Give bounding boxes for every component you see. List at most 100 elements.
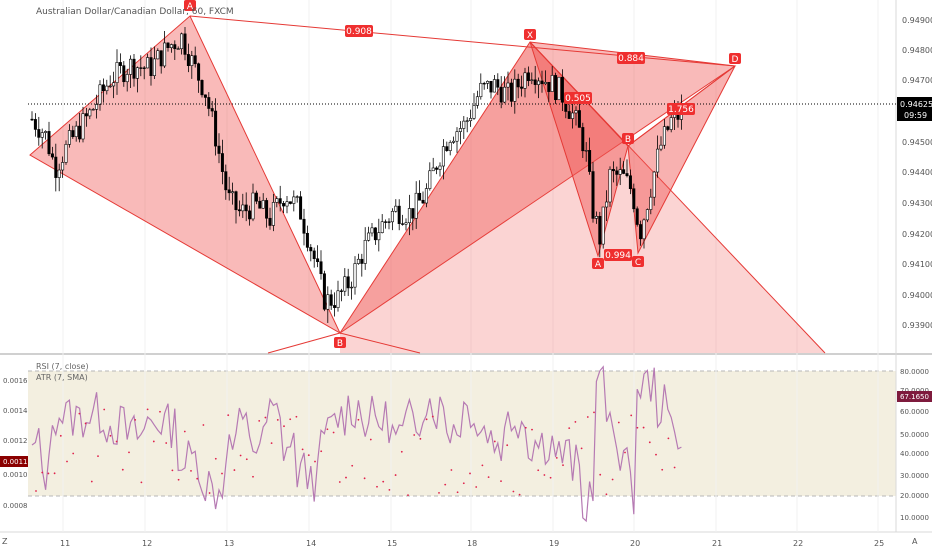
- time-axis[interactable]: Z 11 12 13 14 15 18 19 20 21 22 25 A: [2, 537, 918, 548]
- candle-body: [414, 192, 418, 219]
- candle-body: [455, 131, 459, 142]
- rsi-value-badge: 67.1650: [897, 391, 932, 402]
- candle-body: [173, 44, 177, 50]
- price-tick: 0.93900: [902, 321, 932, 330]
- candle-body: [377, 232, 381, 241]
- time-tick: 25: [874, 539, 884, 548]
- svg-text:A: A: [187, 2, 194, 12]
- atr-dot: [239, 454, 242, 457]
- candle-body: [537, 80, 541, 85]
- price-tick: 0.94500: [902, 138, 932, 147]
- atr-dot: [617, 421, 620, 424]
- candle-body: [244, 204, 248, 212]
- candle-body: [632, 188, 636, 210]
- atr-dot: [369, 438, 372, 441]
- candle-body: [462, 120, 466, 129]
- candle-body: [322, 273, 326, 310]
- candle-body: [44, 131, 48, 133]
- candle-body: [363, 239, 367, 264]
- candle-body: [605, 201, 609, 208]
- candle-body: [642, 219, 646, 240]
- atr-dot: [270, 442, 273, 445]
- svg-text:0.505: 0.505: [565, 94, 591, 104]
- atr-dot: [252, 475, 254, 478]
- candle-body: [248, 210, 252, 220]
- atr-dot: [524, 426, 527, 429]
- candle-body: [302, 218, 306, 234]
- candle-body: [520, 86, 524, 89]
- rsi-tick: 80.0000: [900, 368, 929, 376]
- atr-dot: [500, 480, 502, 483]
- candle-body: [523, 72, 527, 89]
- price-axis[interactable]: 0.94900 0.94800 0.94700 0.94500 0.94400 …: [902, 16, 932, 330]
- candle-body: [577, 110, 581, 128]
- candle-body: [231, 191, 235, 194]
- candle-body: [169, 44, 173, 48]
- atr-legend-label[interactable]: ATR (7, SMA): [36, 373, 88, 382]
- candle-body: [258, 200, 262, 209]
- candle-body: [316, 258, 320, 263]
- candle-body: [407, 208, 411, 224]
- candle-body: [319, 261, 323, 275]
- candle-body: [268, 217, 272, 226]
- atr-dots-series[interactable]: [35, 408, 676, 496]
- time-tick: 12: [142, 539, 152, 548]
- candle-body: [645, 209, 649, 221]
- candle-body: [360, 258, 364, 264]
- candle-body: [149, 57, 153, 77]
- ratio-label-0908: 0.908: [345, 25, 373, 37]
- candle-body: [285, 201, 289, 207]
- atr-dot: [481, 464, 484, 467]
- atr-dot: [326, 428, 329, 431]
- candle-body: [339, 290, 343, 292]
- candle-body: [159, 50, 163, 67]
- svg-text:0.0011: 0.0011: [3, 458, 28, 466]
- atr-dot: [580, 447, 583, 450]
- candle-body: [431, 167, 435, 172]
- point-label-B-bottom: B: [334, 337, 346, 349]
- candle-body: [197, 63, 201, 81]
- candle-body: [166, 42, 170, 48]
- candle-body: [469, 118, 473, 122]
- harmonic-patterns[interactable]: [29, 15, 826, 354]
- price-pane[interactable]: [0, 0, 896, 353]
- atr-dot: [648, 441, 651, 444]
- candle-body: [628, 175, 632, 190]
- svg-text:1.756: 1.756: [668, 105, 694, 115]
- candle-body: [326, 294, 330, 310]
- rsi-legend-label[interactable]: RSI (7, close): [36, 362, 89, 371]
- atr-dot: [307, 454, 310, 457]
- candle-body: [40, 132, 44, 138]
- candle-body: [278, 198, 282, 204]
- candle-body: [503, 86, 507, 103]
- candle-body: [333, 305, 337, 308]
- atr-dot: [258, 419, 261, 422]
- candle-body: [299, 196, 303, 220]
- candle-body: [588, 150, 592, 172]
- pattern1-extension-triangle[interactable]: [340, 42, 825, 353]
- candle-body: [435, 167, 439, 170]
- candle-body: [346, 276, 350, 289]
- atr-dot: [661, 468, 664, 471]
- ratio-label-0505: 0.505: [564, 92, 592, 104]
- time-tick: 22: [793, 539, 803, 548]
- candle-body: [227, 189, 231, 194]
- atr-dot: [469, 472, 471, 475]
- price-tick: 0.94400: [902, 168, 932, 177]
- rsi-tick: 10.0000: [900, 514, 929, 522]
- candle-body: [292, 196, 296, 204]
- candle-body: [404, 222, 408, 225]
- candle-body: [251, 192, 255, 220]
- candle-body: [649, 196, 653, 210]
- candle-body: [105, 85, 109, 92]
- atr-dot: [152, 440, 155, 443]
- candle-body: [207, 97, 211, 109]
- candle-body: [57, 169, 61, 178]
- atr-axis[interactable]: 0.0016 0.0014 0.0012 0.0010 0.0008: [3, 377, 28, 510]
- rsi-line[interactable]: [31, 365, 682, 523]
- candle-body: [428, 170, 432, 189]
- atr-dot: [394, 474, 397, 476]
- candle-body: [418, 192, 422, 201]
- candle-body: [387, 221, 391, 223]
